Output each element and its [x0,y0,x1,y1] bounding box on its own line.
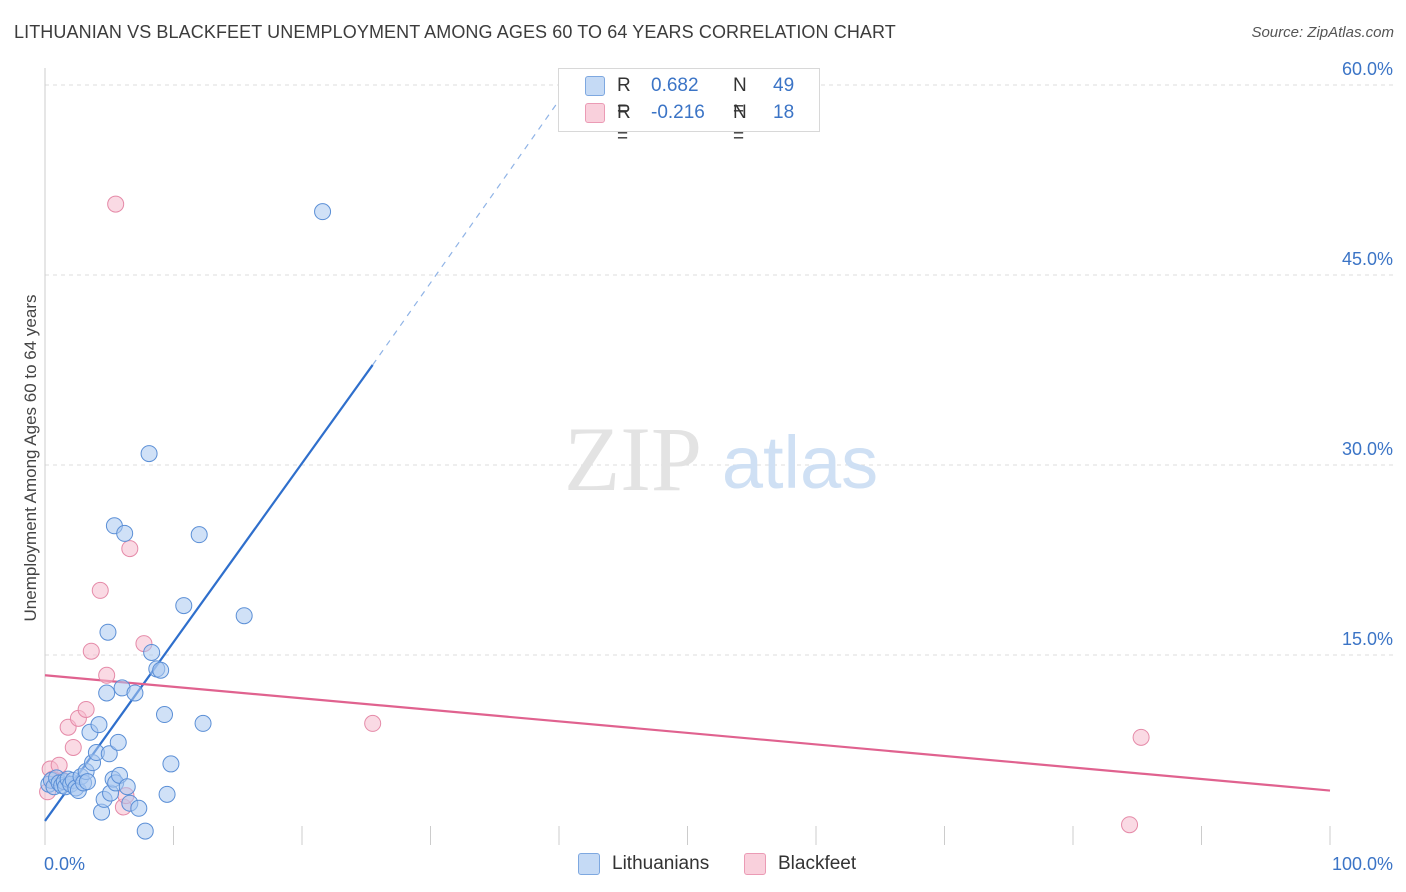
x-tick-label: 100.0% [1332,854,1393,874]
lithuanians-point [98,684,116,702]
lithuanians-point [190,526,208,544]
blackfeet-point [98,666,116,684]
lithuanians-point [314,203,332,221]
y-axis-label: Unemployment Among Ages 60 to 64 years [21,295,40,622]
lithuanians-point [99,623,117,641]
legend-r-label: R = [617,75,631,120]
y-tick-label: 60.0% [1342,59,1393,79]
blackfeet-point [364,714,382,732]
watermark: ZIP atlas [564,408,878,510]
axes [44,68,1331,845]
watermark-zip: ZIP [564,408,702,510]
lithuanians-point [90,716,108,734]
lithuanians-point [78,773,96,791]
lithuanians-point [136,822,154,840]
legend-n-value: 18 [773,102,795,123]
legend-n-label: N = [733,102,747,147]
lithuanians-point [116,524,134,542]
blackfeet-trendline [44,674,1331,792]
lithuanians-point [100,745,118,763]
lithuanians-point [235,607,253,625]
grid-lines [45,84,1395,656]
lithuanians-point [175,597,193,615]
legend-r-value: -0.216 [651,102,705,123]
x-tick-label: 0.0% [44,854,85,874]
lithuanians-point [140,445,158,463]
y-tick-label: 45.0% [1342,249,1393,269]
blackfeet-point [77,700,95,718]
lithuanians-point [158,785,176,803]
correlation-legend: R = 0.682 N = 49 R = -0.216 N = 18 [558,68,820,147]
chart-title: LITHUANIAN VS BLACKFEET UNEMPLOYMENT AMO… [14,22,896,42]
tick-labels: 15.0% 30.0% 45.0% 60.0% 0.0% 100.0% [44,59,1393,874]
lithuanians-point [109,733,127,751]
blackfeet-point [107,195,125,213]
blackfeet-point [91,581,109,599]
lithuanians-point [162,755,180,773]
data-points [39,195,1150,840]
lithuanians-point [130,799,148,817]
blackfeet-point [1121,816,1139,834]
legend-n-value: 49 [773,75,795,96]
legend-r-label: R = [617,102,631,147]
blackfeet-point [64,738,82,756]
y-tick-label: 15.0% [1342,629,1393,649]
legend-swatch-blue [585,76,605,96]
source-label: Source: ZipAtlas.com [1251,24,1394,41]
legend-swatch-pink [585,103,605,123]
lithuanians-point [118,778,136,796]
bottom-swatch-pink [744,853,766,875]
lithuanians-point [143,643,161,661]
bottom-legend-label: Lithuanians [612,853,710,874]
legend-r-value: 0.682 [651,75,699,96]
lithuanians-point [152,661,170,679]
lithuanians-point [194,714,212,732]
watermark-atlas: atlas [722,421,878,504]
lithuanians-trendline-extension [372,90,566,366]
y-tick-label: 30.0% [1342,439,1393,459]
blackfeet-point [121,540,139,558]
legend-n-label: N = [733,75,747,120]
bottom-swatch-blue [578,853,600,875]
lithuanians-point [156,706,174,724]
blackfeet-point [1132,728,1150,746]
bottom-legend-label: Blackfeet [778,853,857,874]
blackfeet-point [82,642,100,660]
lithuanians-point [126,684,144,702]
